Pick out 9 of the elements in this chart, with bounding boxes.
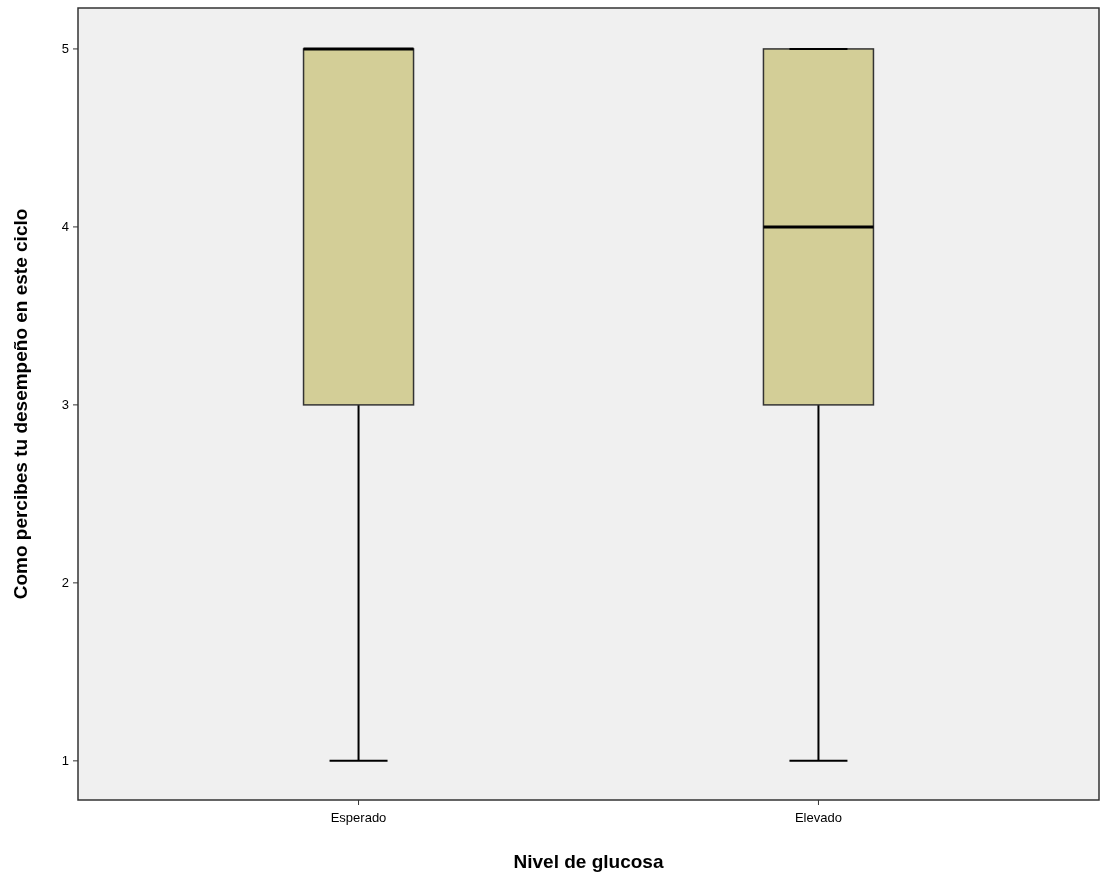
y-axis-title: Como percibes tu desempeño en este ciclo: [10, 208, 31, 600]
x-tick-label: Esperado: [330, 810, 387, 825]
y-tick-label: 2: [61, 575, 69, 591]
y-tick-label: 4: [61, 219, 69, 235]
y-tick-label: 3: [61, 397, 69, 413]
x-tick-label: Elevado: [794, 810, 842, 825]
x-axis-title: Nivel de glucosa: [513, 851, 664, 872]
y-tick-label: 1: [61, 753, 69, 769]
y-tick-label: 5: [61, 41, 69, 57]
